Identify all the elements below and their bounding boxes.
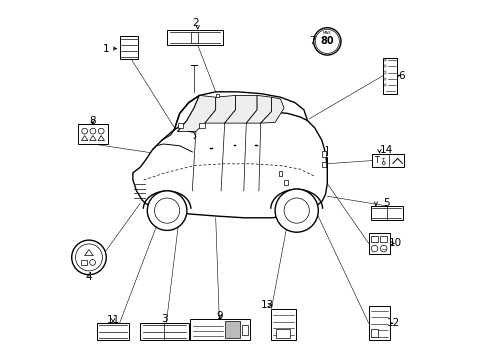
Text: T: T — [374, 156, 379, 165]
Bar — [321, 162, 325, 167]
Polygon shape — [204, 95, 235, 123]
Circle shape — [284, 198, 309, 223]
Bar — [368, 306, 389, 340]
Circle shape — [98, 128, 104, 134]
Bar — [81, 260, 87, 265]
Text: 5: 5 — [383, 198, 389, 208]
Circle shape — [154, 198, 179, 223]
Bar — [120, 36, 138, 59]
Text: 12: 12 — [386, 318, 400, 328]
Text: 2: 2 — [192, 18, 199, 28]
Circle shape — [90, 128, 96, 134]
Bar — [384, 71, 386, 73]
Text: MAX: MAX — [323, 31, 331, 35]
Bar — [215, 94, 219, 97]
Text: 11: 11 — [106, 315, 120, 325]
Circle shape — [81, 128, 87, 134]
Bar — [370, 329, 377, 337]
Bar — [370, 206, 402, 220]
Bar — [382, 58, 396, 94]
Circle shape — [315, 30, 339, 53]
Text: 4: 4 — [85, 272, 92, 282]
Text: 9: 9 — [216, 311, 223, 321]
Polygon shape — [260, 97, 284, 123]
Circle shape — [72, 240, 106, 275]
Circle shape — [380, 246, 386, 252]
Circle shape — [75, 244, 102, 271]
Polygon shape — [178, 95, 215, 131]
Text: 6: 6 — [397, 71, 404, 81]
Bar — [199, 123, 204, 128]
Text: 3: 3 — [161, 314, 167, 324]
Polygon shape — [246, 95, 271, 123]
Polygon shape — [89, 136, 96, 140]
Bar — [178, 123, 183, 128]
Bar — [370, 236, 377, 242]
Polygon shape — [81, 136, 88, 140]
Bar — [368, 233, 389, 254]
Bar — [97, 323, 129, 340]
Bar — [371, 154, 403, 167]
Bar — [271, 309, 295, 340]
Bar — [284, 180, 287, 185]
Polygon shape — [84, 249, 93, 256]
Text: 1: 1 — [103, 44, 110, 54]
Text: 10: 10 — [388, 238, 402, 248]
Text: T: T — [380, 158, 383, 163]
Bar — [384, 78, 386, 80]
Bar — [167, 30, 223, 45]
Bar — [384, 65, 386, 67]
Bar — [380, 236, 386, 242]
Bar — [190, 32, 198, 43]
Bar — [224, 321, 239, 338]
Text: 13: 13 — [261, 300, 274, 310]
Polygon shape — [133, 112, 326, 218]
Bar — [321, 151, 325, 157]
Bar — [276, 329, 289, 338]
Bar — [241, 325, 247, 335]
Text: 8: 8 — [89, 116, 96, 126]
Circle shape — [370, 246, 377, 252]
Bar — [78, 124, 107, 144]
Circle shape — [382, 162, 385, 165]
Circle shape — [89, 260, 95, 265]
Bar — [384, 84, 386, 86]
Bar — [278, 171, 282, 176]
Bar — [140, 323, 188, 340]
Circle shape — [147, 191, 186, 230]
Circle shape — [275, 189, 318, 232]
Polygon shape — [98, 136, 104, 140]
Bar — [384, 59, 386, 61]
Text: 7: 7 — [309, 36, 316, 46]
Text: 80: 80 — [320, 36, 333, 46]
Polygon shape — [224, 95, 257, 123]
Bar — [190, 319, 249, 340]
Circle shape — [313, 28, 340, 55]
Text: 14: 14 — [379, 145, 392, 156]
